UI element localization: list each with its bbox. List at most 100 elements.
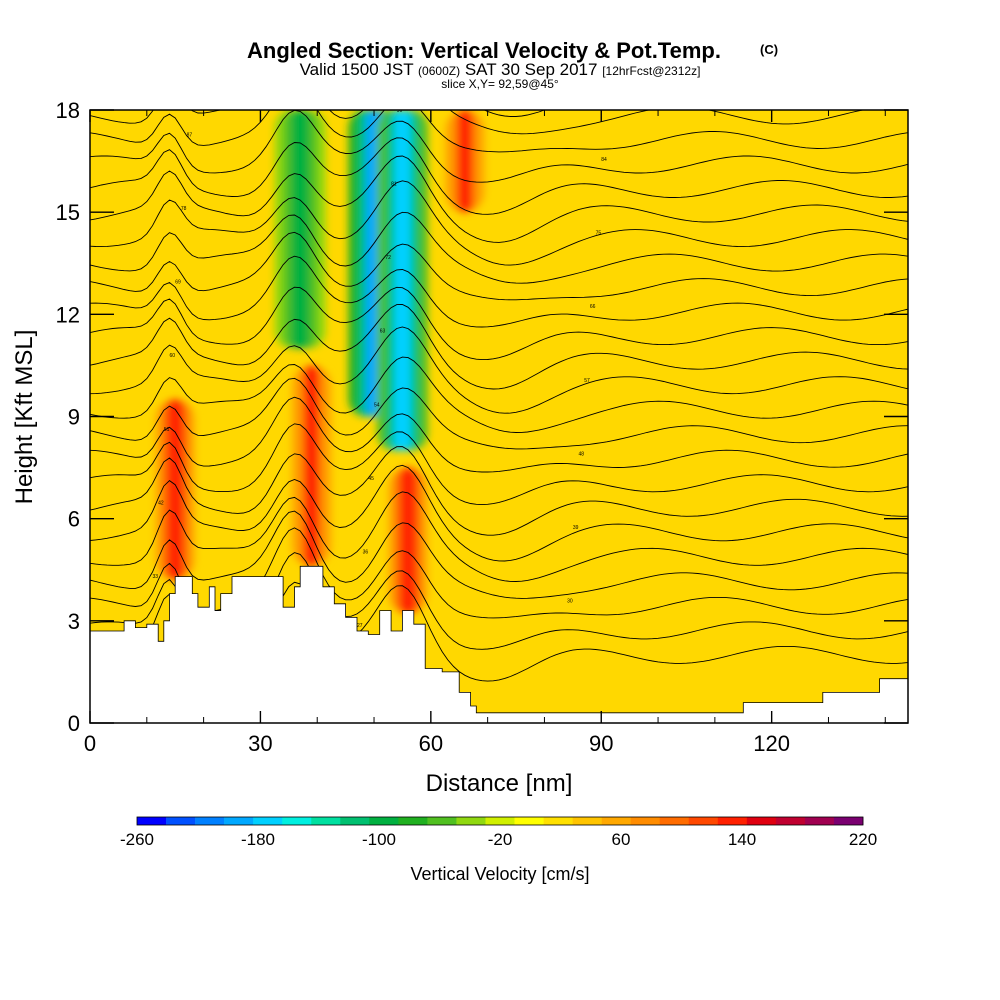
y-tick-label: 6 — [68, 507, 80, 532]
theta-contour-label: 45 — [368, 476, 374, 482]
chart-title-unit: (C) — [760, 42, 778, 57]
theta-contour-label: 30 — [567, 598, 573, 604]
theta-contour-label: 66 — [590, 304, 596, 310]
theta-contour — [90, 110, 908, 153]
colorbar-tick-label: 220 — [849, 830, 877, 849]
theta-contour-label: 57 — [584, 378, 590, 384]
downdraft-column — [393, 110, 411, 451]
updraft-column — [400, 467, 416, 615]
theta-contour-label: 69 — [175, 280, 181, 286]
theta-contour-label: 54 — [374, 402, 380, 408]
theta-contour — [90, 423, 908, 506]
colorbar-bin — [775, 817, 806, 825]
colorbar-tick-label: 60 — [612, 830, 631, 849]
theta-contour-label: 60 — [170, 353, 176, 359]
colorbar-bin — [398, 817, 428, 825]
colorbar-bin — [601, 817, 631, 825]
theta-contour — [90, 231, 908, 301]
chart-title: Angled Section: Vertical Velocity & Pot.… — [247, 38, 721, 63]
colorbar-bin — [688, 817, 719, 825]
x-tick-label: 120 — [753, 731, 790, 756]
theta-contour — [90, 464, 908, 562]
terrain-mask — [90, 565, 908, 723]
colorbar-tick-label: -260 — [120, 830, 154, 849]
theta-contour-label: 42 — [158, 500, 164, 506]
colorbar-tick-label: -20 — [488, 830, 513, 849]
colorbar-bin — [195, 817, 225, 825]
theta-contour-label: 63 — [380, 329, 386, 335]
colorbar-bin — [514, 817, 544, 825]
y-tick-label: 15 — [56, 200, 80, 225]
subtitle-prefix: Valid 1500 JST — [300, 60, 414, 79]
theta-contour — [90, 137, 908, 215]
theta-contour — [90, 180, 908, 266]
colorbar-bin — [253, 817, 283, 825]
theta-contour — [90, 446, 908, 536]
theta-contour — [90, 377, 908, 450]
y-tick-label: 0 — [68, 711, 80, 736]
subtitle-date: SAT 30 Sep 2017 — [465, 60, 598, 79]
downdraft-column — [291, 110, 309, 349]
colorbar-bin — [746, 817, 777, 825]
colorbar-bin — [340, 817, 370, 825]
theta-contour — [90, 326, 908, 414]
velocity-field — [155, 110, 485, 615]
theta-contour — [90, 110, 908, 183]
theta-contour — [90, 110, 866, 135]
theta-contour — [90, 286, 908, 361]
colorbar-bin — [659, 817, 690, 825]
subtitle-forecast: [12hrFcst@2312z] — [602, 64, 700, 78]
colorbar-bin — [543, 817, 573, 825]
colorbar-bin — [427, 817, 457, 825]
colorbar-bin — [572, 817, 602, 825]
theta-contour — [90, 491, 908, 582]
colorbar-frame — [136, 816, 864, 826]
theta-contour — [90, 396, 908, 473]
x-tick-label: 90 — [589, 731, 613, 756]
updraft-column — [457, 110, 473, 213]
theta-contour — [90, 255, 908, 328]
slice-info: slice X,Y= 92,59@45° — [441, 77, 559, 91]
theta-contour — [90, 155, 908, 243]
colorbar-bin — [630, 817, 661, 825]
colorbar-bin — [369, 817, 399, 825]
y-tick-label: 18 — [56, 98, 80, 123]
theta-contour-label: 90 — [397, 108, 403, 114]
colorbar-title: Vertical Velocity [cm/s] — [410, 864, 589, 884]
x-axis-title: Distance [nm] — [426, 770, 573, 797]
theta-contour — [90, 211, 908, 284]
theta-contour-label: 75 — [596, 231, 602, 237]
y-tick-label: 12 — [56, 302, 80, 327]
colorbar-bin — [717, 817, 748, 825]
y-tick-label: 9 — [68, 405, 80, 430]
y-axis-title: Height [Kft MSL] — [11, 330, 38, 505]
colorbar: -260 -180 -100 -20 60 140 220 — [120, 816, 877, 849]
plot-area: 2427303336394245485154576063666972757881… — [90, 84, 908, 723]
colorbar-bin — [166, 817, 196, 825]
updraft-column — [304, 365, 319, 567]
colorbar-bin — [224, 817, 254, 825]
x-tick-label: 0 — [84, 731, 96, 756]
x-tick-label: 60 — [419, 731, 443, 756]
theta-contour-label: 48 — [579, 451, 585, 457]
updraft-column — [167, 399, 183, 580]
theta-contour-label: 39 — [573, 525, 579, 531]
theta-contour-label: 36 — [363, 549, 369, 555]
theta-contour — [90, 356, 908, 433]
chart-subtitle: Valid 1500 JST (0600Z) SAT 30 Sep 2017 [… — [300, 60, 701, 79]
colorbar-tick-label: -180 — [241, 830, 275, 849]
theta-contour-label: 81 — [391, 182, 397, 188]
theta-contour — [483, 110, 546, 117]
theta-contour-label: 84 — [601, 157, 607, 163]
colorbar-tick-label: -100 — [362, 830, 396, 849]
colorbar-bin — [456, 817, 486, 825]
y-tick-label: 3 — [68, 609, 80, 634]
theta-contour-label: 93 — [607, 84, 613, 90]
colorbar-bin — [833, 817, 864, 825]
theta-contour — [90, 510, 908, 599]
colorbar-bin — [804, 817, 835, 825]
colorbar-bin — [311, 817, 341, 825]
theta-contour-label: 78 — [181, 206, 187, 212]
